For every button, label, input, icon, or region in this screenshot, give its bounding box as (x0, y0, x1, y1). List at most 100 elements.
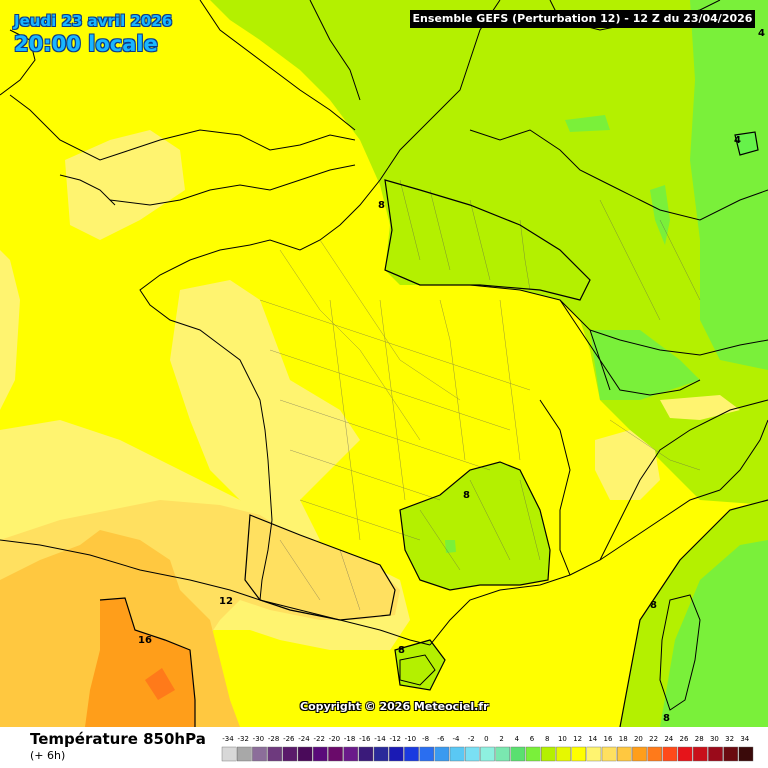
legend-swatch (404, 746, 419, 762)
legend-swatch (373, 746, 389, 762)
field-temp-20-iberia (85, 598, 195, 727)
variable-title: Température 850hPa (30, 730, 206, 748)
legend-tick-label: -18 (344, 735, 355, 743)
time-label: 20:00 locale (14, 32, 158, 56)
field-temp-14-alps (595, 430, 660, 500)
legend-tick-label: -34 (222, 735, 234, 743)
legend-swatch (738, 746, 754, 762)
legend-tick-label: 18 (619, 735, 628, 743)
legend-footer: Température 850hPa (+ 6h) -34 -32 -30 -28 -2… (0, 727, 768, 768)
legend-swatch (601, 746, 617, 762)
legend-swatch (510, 746, 526, 762)
legend-swatch (237, 746, 252, 762)
legend-swatch (358, 746, 374, 762)
isotherm-8-north (384, 179, 591, 301)
legend-swatch (525, 746, 541, 762)
contour-label-12: 12 (219, 596, 233, 607)
field-temp-8-balearic (395, 640, 445, 690)
field-temp-14-southwest (0, 250, 20, 410)
legend-swatch (464, 746, 480, 762)
legend-tick-label: 26 (680, 735, 689, 743)
legend-tick-label: -2 (468, 735, 475, 743)
legend-tick-label: 4 (515, 735, 520, 743)
isotherm-4-east (734, 131, 759, 156)
legend-swatch (495, 746, 511, 762)
isotherm-8-southeast (399, 461, 551, 591)
field-temp-8-champagne (385, 180, 590, 300)
legend-tick-label: 10 (558, 735, 567, 743)
field-temp-4-spot (735, 132, 758, 155)
legend-tick-label: -8 (422, 735, 429, 743)
legend-swatch (388, 746, 404, 762)
isotherm-12-southwest (244, 514, 396, 621)
field-temp-6-corsica (660, 540, 768, 727)
isotherm-contours (99, 131, 768, 727)
legend-swatch (632, 746, 647, 762)
field-temp-6-east (690, 0, 768, 370)
legend-swatch (541, 746, 556, 762)
legend-swatch (267, 746, 282, 762)
contour-label-8-center: 8 (463, 490, 470, 501)
legend-swatch (434, 746, 450, 762)
field-temp-22-spot (145, 668, 175, 700)
contour-label-16: 16 (138, 635, 152, 646)
legend-tick-label: 6 (530, 735, 535, 743)
legend-swatch (662, 746, 678, 762)
coastlines (0, 0, 768, 711)
legend-tick-label: -24 (298, 735, 310, 743)
legend-swatch (328, 746, 343, 762)
legend-tick-label: -26 (283, 735, 295, 743)
temperature-map (0, 0, 768, 727)
forecast-offset: (+ 6h) (30, 749, 66, 762)
legend-tick-label: 34 (740, 735, 749, 743)
legend-tick-label: 14 (588, 735, 597, 743)
field-temp-14-east-strip (660, 395, 740, 420)
legend-tick-label: -30 (253, 735, 264, 743)
legend-tick-label: -32 (237, 735, 248, 743)
legend-tick-label: -12 (389, 735, 400, 743)
isotherm-16 (99, 597, 196, 727)
legend-swatch (419, 746, 435, 762)
contour-label-8-north: 8 (378, 200, 385, 211)
legend-tick-label: -16 (359, 735, 371, 743)
admin-boundaries (259, 179, 701, 611)
legend-tick-label: 20 (634, 735, 643, 743)
legend-tick-label: -10 (405, 735, 416, 743)
legend-swatch (586, 746, 602, 762)
legend-swatch (677, 746, 693, 762)
legend-tick-label: 22 (649, 735, 658, 743)
field-temp-14-west (170, 280, 360, 545)
legend-swatch (708, 746, 723, 762)
field-temp-6-southeast-spot (445, 540, 456, 553)
legend-tick-label: 12 (573, 735, 582, 743)
isotherm-8-balearic (394, 639, 446, 691)
legend-swatch (449, 746, 465, 762)
legend-swatch (571, 746, 587, 762)
field-temp-6-center-east (590, 330, 700, 400)
contour-label-8-corsica: 8 (650, 600, 657, 611)
contour-label-4-topright: 4 (758, 28, 765, 39)
legend-swatch (723, 746, 739, 762)
field-temp-16-france-southwest (245, 515, 395, 620)
legend-tick-label: -6 (437, 735, 445, 743)
date-label: Jeudi 23 avril 2026 (14, 12, 173, 30)
legend-swatch (343, 746, 358, 762)
legend-tick-label: -14 (374, 735, 386, 743)
legend-tick-label: 30 (710, 735, 719, 743)
legend-tick-label: 2 (499, 735, 503, 743)
copyright-label: Copyright © 2026 Meteociel.fr (300, 700, 489, 713)
legend-swatch (221, 746, 237, 762)
color-legend: -34 -32 -30 -28 -26 -24 -22 -20 -18 -16 -14 -12 -10-… (221, 735, 754, 762)
legend-tick-label: 28 (695, 735, 704, 743)
contour-label-8-south: 8 (398, 645, 405, 656)
legend-swatch (556, 746, 571, 762)
legend-swatch (252, 746, 267, 762)
field-temp-8-southeast (400, 462, 550, 590)
contour-label-8-bottom: 8 (663, 713, 670, 724)
legend-tick-label: -20 (329, 735, 340, 743)
legend-tick-label: -22 (313, 735, 324, 743)
isotherm-8-corsica (619, 499, 768, 727)
legend-swatch (480, 746, 495, 762)
run-info-banner: Ensemble GEFS (Perturbation 12) - 12 Z d… (410, 10, 755, 28)
